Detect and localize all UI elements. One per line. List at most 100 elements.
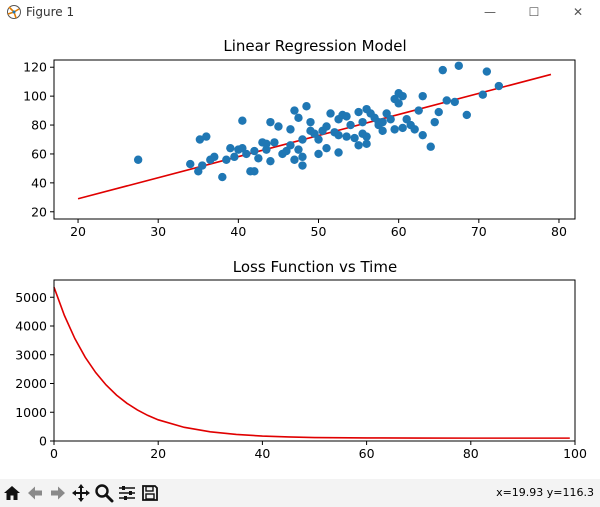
loss-plot: Loss Function vs Time 0 20 40 60 80 100010002… bbox=[15, 258, 587, 461]
scatter-point bbox=[294, 145, 303, 154]
scatter-point bbox=[350, 133, 359, 143]
scatter-point bbox=[494, 81, 504, 91]
regression-ytick-label: 20 bbox=[31, 204, 47, 219]
save-icon[interactable] bbox=[139, 482, 161, 504]
scatter-point bbox=[254, 154, 263, 163]
regression-xtick-label: 50 bbox=[311, 224, 327, 239]
scatter-point bbox=[250, 146, 259, 156]
scatter-point bbox=[426, 142, 435, 151]
navigation-toolbar: x=19.93 y=116.3 bbox=[0, 479, 600, 507]
maximize-button[interactable]: ☐ bbox=[528, 5, 540, 19]
pan-icon[interactable] bbox=[70, 482, 92, 504]
regression-plot: Linear Regression Model 20 30 40 50 60 70 80 20… bbox=[23, 37, 576, 239]
loss-ytick-label: 3000 bbox=[15, 347, 47, 362]
loss-curve bbox=[53, 286, 570, 439]
back-arrow-icon[interactable] bbox=[24, 482, 46, 504]
regression-xtick-label: 70 bbox=[471, 224, 487, 239]
zoom-icon[interactable] bbox=[93, 482, 115, 504]
scatter-point bbox=[298, 152, 307, 162]
minimize-button[interactable]: — bbox=[484, 5, 496, 19]
loss-ytick-label: 5000 bbox=[15, 290, 47, 305]
scatter-point bbox=[442, 96, 451, 105]
scatter-point bbox=[342, 112, 351, 121]
scatter-point bbox=[334, 148, 343, 157]
regression-ytick-label: 120 bbox=[23, 60, 47, 75]
scatter-point bbox=[462, 110, 471, 120]
scatter-point bbox=[362, 132, 371, 141]
scatter-point bbox=[322, 122, 331, 131]
scatter-point bbox=[294, 113, 303, 123]
cursor-coordinates: x=19.93 y=116.3 bbox=[496, 486, 594, 499]
scatter-point bbox=[286, 125, 295, 134]
scatter-point bbox=[414, 106, 423, 115]
figure-canvas[interactable]: Linear Regression Model 20 30 40 50 60 70 80 20… bbox=[0, 24, 600, 479]
loss-xtick-label: 80 bbox=[463, 446, 479, 461]
loss-plot-title: Loss Function vs Time bbox=[233, 258, 397, 276]
scatter-point bbox=[274, 122, 283, 131]
scatter-points bbox=[133, 61, 504, 182]
scatter-point bbox=[290, 155, 299, 164]
scatter-point bbox=[222, 155, 231, 164]
loss-ytick-label: 4000 bbox=[15, 319, 47, 334]
scatter-point bbox=[266, 117, 275, 127]
loss-plot-frame bbox=[53, 279, 576, 442]
scatter-point bbox=[410, 125, 419, 134]
loss-xtick-label: 0 bbox=[50, 446, 58, 461]
scatter-point bbox=[398, 91, 407, 101]
scatter-point bbox=[238, 116, 247, 125]
scatter-point bbox=[378, 117, 387, 127]
regression-ytick-label: 80 bbox=[31, 118, 47, 133]
regression-xtick-label: 30 bbox=[150, 224, 166, 239]
close-button[interactable]: ✕ bbox=[572, 5, 584, 19]
scatter-point bbox=[298, 135, 307, 144]
scatter-point bbox=[290, 106, 299, 115]
scatter-point bbox=[354, 107, 363, 117]
scatter-point bbox=[186, 159, 195, 169]
scatter-point bbox=[298, 161, 307, 170]
configure-subplots-icon[interactable] bbox=[116, 482, 138, 504]
scatter-point bbox=[342, 132, 351, 141]
scatter-point bbox=[438, 65, 447, 75]
scatter-point bbox=[334, 130, 343, 140]
regression-plot-title: Linear Regression Model bbox=[223, 37, 406, 55]
scatter-point bbox=[314, 135, 323, 144]
scatter-point bbox=[454, 61, 463, 70]
regression-xtick-label: 20 bbox=[70, 224, 86, 239]
scatter-point bbox=[326, 109, 335, 118]
scatter-point bbox=[218, 172, 227, 182]
scatter-point bbox=[434, 107, 443, 117]
forward-arrow-icon[interactable] bbox=[47, 482, 69, 504]
scatter-point bbox=[302, 102, 311, 111]
window-title: Figure 1 bbox=[26, 5, 75, 19]
scatter-point bbox=[202, 132, 211, 141]
regression-xtick-label: 60 bbox=[391, 224, 407, 239]
scatter-point bbox=[226, 143, 235, 153]
loss-ytick-label: 2000 bbox=[15, 376, 47, 391]
regression-xtick-label: 40 bbox=[230, 224, 246, 239]
scatter-point bbox=[195, 135, 205, 144]
home-icon[interactable] bbox=[1, 482, 23, 504]
matplotlib-app-icon bbox=[6, 4, 22, 20]
scatter-point bbox=[482, 67, 492, 76]
window-titlebar: Figure 1 — ☐ ✕ bbox=[0, 0, 600, 25]
scatter-point bbox=[314, 149, 323, 159]
scatter-point bbox=[133, 155, 143, 164]
scatter-point bbox=[398, 123, 407, 133]
loss-ytick-label: 0 bbox=[39, 434, 47, 449]
scatter-point bbox=[362, 139, 371, 149]
regression-ytick-label: 100 bbox=[23, 89, 47, 104]
regression-xtick-label: 80 bbox=[551, 224, 567, 239]
scatter-point bbox=[386, 115, 395, 124]
scatter-point bbox=[266, 156, 275, 166]
regression-ytick-label: 60 bbox=[31, 146, 47, 161]
scatter-point bbox=[394, 99, 403, 108]
scatter-point bbox=[198, 161, 207, 170]
scatter-point bbox=[358, 117, 367, 127]
scatter-point bbox=[270, 138, 279, 147]
loss-xtick-label: 60 bbox=[359, 446, 375, 461]
regression-plot-frame bbox=[53, 59, 576, 220]
scatter-point bbox=[346, 120, 355, 130]
scatter-point bbox=[286, 141, 295, 150]
loss-line-group bbox=[53, 286, 570, 439]
scatter-point bbox=[262, 139, 271, 149]
